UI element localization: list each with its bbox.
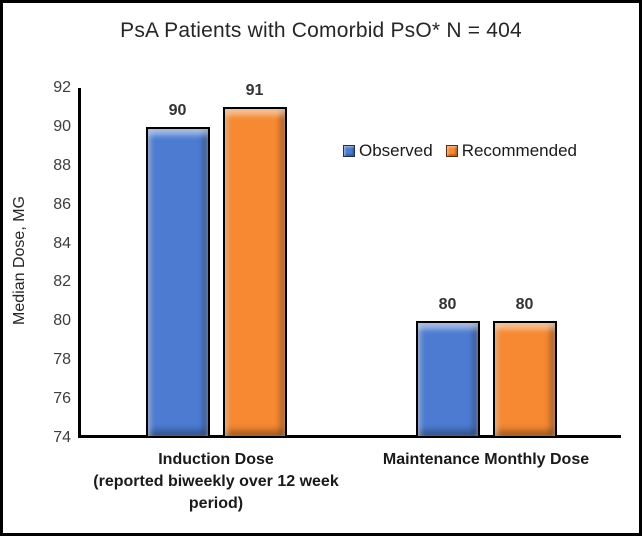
y-tick-label: 86	[53, 195, 71, 213]
legend: Observed Recommended	[343, 141, 577, 161]
legend-item-recommended: Recommended	[445, 141, 577, 161]
y-axis-title-text: Median Dose, MG	[11, 195, 28, 325]
legend-label: Observed	[359, 141, 433, 160]
bar-observed-cat0	[145, 126, 210, 438]
y-tick-label: 78	[53, 351, 71, 369]
bar-value-label: 91	[245, 82, 264, 100]
legend-swatch-observed	[343, 145, 355, 157]
y-tick-label: 80	[53, 312, 71, 330]
y-tick-label: 74	[53, 429, 71, 446]
chart-title: PsA Patients with Comorbid PsO* N = 404	[120, 19, 522, 42]
legend-item-observed: Observed	[343, 141, 433, 161]
bar-value-label: 80	[515, 296, 534, 314]
legend-label: Recommended	[461, 141, 577, 160]
y-axis-title: Median Dose, MG	[7, 85, 33, 435]
x-category-label-1: Maintenance Monthly Dose	[382, 451, 590, 468]
bar-value-label: 80	[438, 296, 457, 314]
x-category-label-0: Induction Dose (reported biweekly over 1…	[93, 451, 339, 512]
y-tick-label: 88	[53, 156, 71, 174]
y-tick-label: 76	[53, 390, 71, 408]
y-tick-label: 84	[53, 234, 71, 252]
y-tick-label: 90	[53, 117, 71, 135]
bar-recommended-cat0	[222, 107, 287, 438]
legend-swatch-recommended	[445, 145, 458, 157]
y-tick-label: 92	[53, 79, 71, 96]
bar-observed-cat1	[415, 321, 480, 438]
bar-value-label: 90	[168, 101, 187, 119]
y-tick-label: 82	[53, 273, 71, 291]
bar-recommended-cat1	[492, 321, 557, 438]
